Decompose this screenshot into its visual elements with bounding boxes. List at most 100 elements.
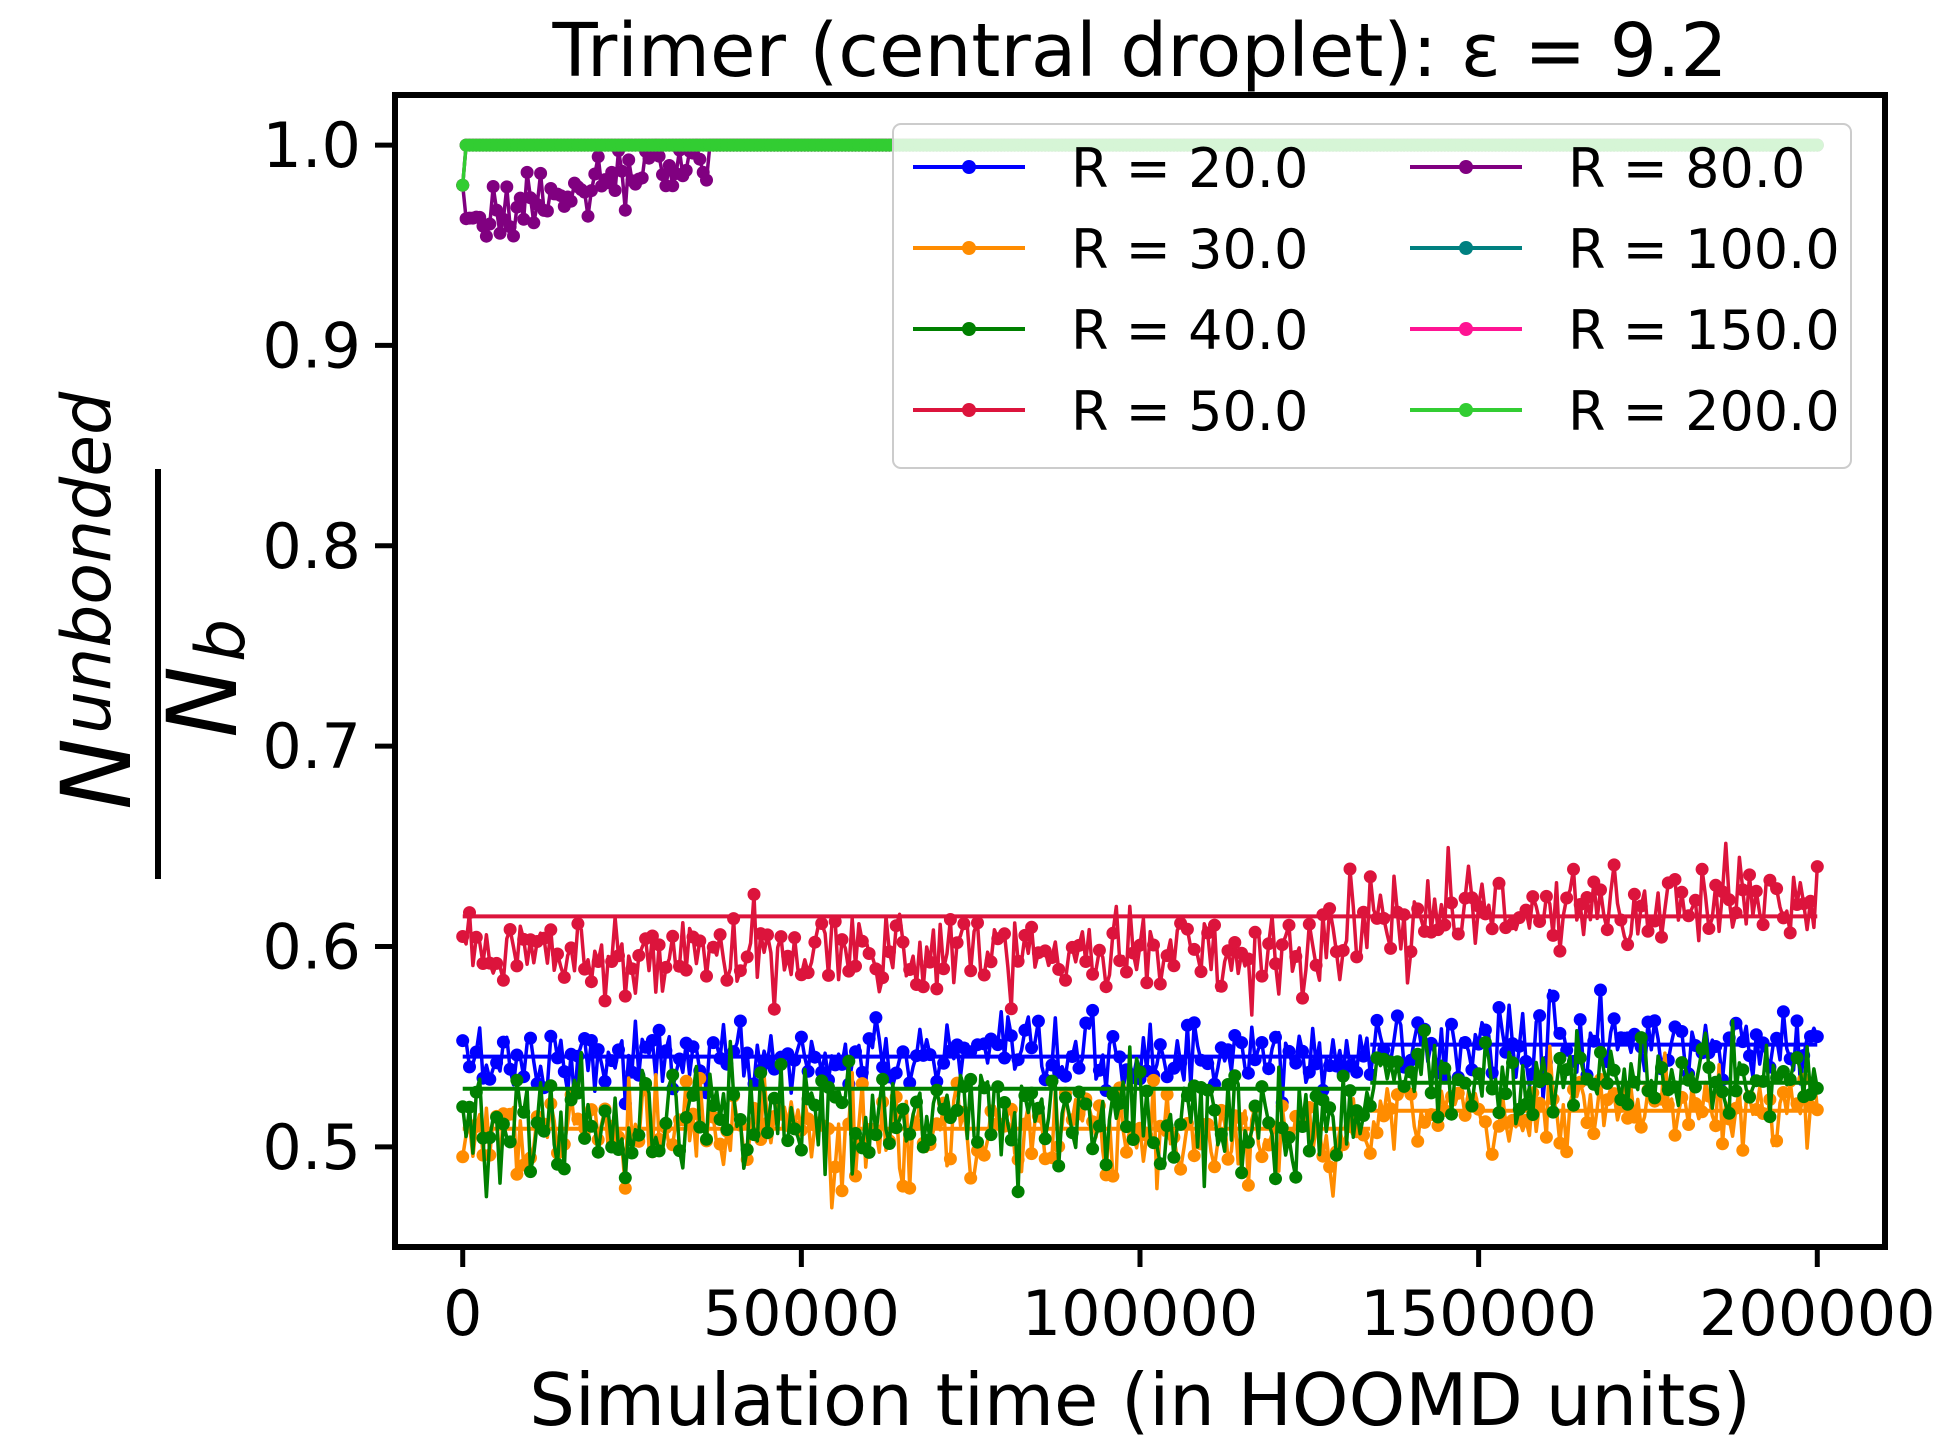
data-point [1248,1099,1262,1113]
data-point [1404,1065,1418,1079]
data-point [571,917,585,931]
data-point [551,947,564,961]
data-point [540,204,554,218]
data-point [706,940,720,954]
data-point [578,1131,592,1145]
legend: R = 20.0 R = 30.0 R = 40.0 R = 50.0 R = 80.0… [892,123,1852,469]
data-point [659,960,673,974]
data-point [1133,1065,1147,1079]
y-tick-label: 0.8 [262,510,361,583]
data-point [1655,1061,1668,1074]
legend-marker [1459,403,1473,417]
legend-label: R = 50.0 [1071,380,1308,443]
data-point [1079,1016,1093,1030]
data-point [1208,1160,1221,1174]
data-point [882,1137,896,1150]
y-tick-label: 0.7 [262,710,361,783]
data-point [1546,989,1560,1003]
data-point [1241,1135,1255,1149]
data-point [1011,1185,1025,1199]
data-point [1404,945,1418,959]
data-point [1255,1150,1269,1164]
data-point [761,1126,774,1140]
legend-label: R = 200.0 [1568,380,1840,443]
data-point [612,1043,625,1057]
data-point [1668,1128,1682,1142]
data-point [1648,1014,1662,1028]
data-point [618,989,632,1003]
data-point [1052,1159,1066,1173]
data-point [693,1120,707,1134]
data-point [1099,1158,1113,1172]
data-point [513,191,527,205]
legend-marker [962,403,976,417]
data-point [1438,918,1452,932]
data-point [1560,1063,1574,1077]
data-point [524,1031,537,1045]
data-point [679,1074,693,1088]
data-point [1296,991,1309,1005]
legend-marker [1459,241,1473,255]
data-point [1519,1097,1533,1111]
data-point [1539,1130,1553,1144]
data-point [1262,937,1276,951]
data-point [483,217,497,231]
data-point [1167,959,1181,973]
data-point [1431,1110,1445,1124]
data-point [1031,1014,1045,1028]
data-point [1783,926,1797,940]
data-point [889,919,903,933]
data-point [1682,1118,1696,1131]
data-point [822,968,835,982]
data-point [706,1036,720,1050]
data-point [869,1128,883,1142]
data-point [1810,1103,1824,1117]
y-label-denominator-sub: b [182,619,261,662]
data-point [1059,1069,1072,1083]
legend-item: R = 150.0 [1410,299,1840,362]
data-point [903,963,917,976]
data-point [1228,1069,1242,1083]
data-point [1716,1137,1729,1151]
data-point [463,1060,476,1074]
data-point [1072,1061,1086,1075]
data-point [1533,1096,1547,1110]
data-point [645,929,659,943]
data-point [1553,1026,1567,1040]
data-point [1641,924,1655,938]
data-point [876,971,890,985]
data-point [510,959,524,973]
data-point [1411,1134,1425,1148]
data-point [971,1135,984,1149]
data-point [1289,1056,1303,1070]
data-point [517,212,531,226]
data-point [605,165,619,179]
data-point [1126,1133,1140,1146]
y-label-denominator-main: N [147,666,259,738]
data-point [862,1032,876,1046]
legend-item: R = 200.0 [1410,380,1840,443]
y-axis: 0.5 0.6 0.7 0.8 0.9 1.0 [262,109,395,1184]
data-point [1743,1090,1756,1104]
data-point [767,1091,781,1105]
data-point [1776,1086,1790,1099]
data-point [1262,1062,1276,1076]
data-point [862,947,876,960]
data-point [1289,950,1303,963]
data-point [1580,891,1594,904]
data-point [608,184,622,197]
data-point [490,203,504,217]
data-point [1336,944,1350,957]
data-point [1120,1145,1133,1159]
data-point [503,1135,517,1149]
data-point [557,1065,571,1079]
data-point [1025,1147,1039,1161]
data-point [1180,922,1194,936]
data-point [1594,1045,1607,1059]
data-point [1716,1085,1729,1099]
data-point [571,1112,585,1126]
data-point [1309,1057,1323,1071]
data-point [1600,923,1614,937]
data-point [1302,917,1316,931]
data-point [632,1128,646,1142]
